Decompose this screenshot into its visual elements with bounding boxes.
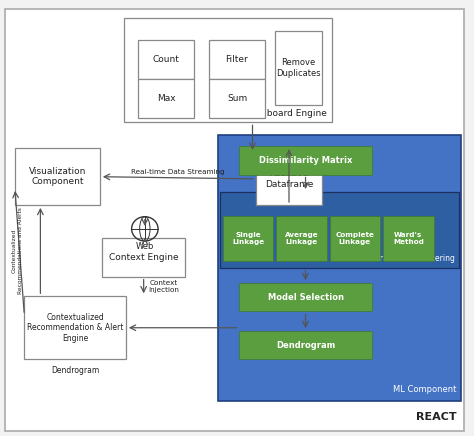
FancyBboxPatch shape — [239, 331, 372, 359]
FancyBboxPatch shape — [5, 10, 464, 431]
Text: Visualization
Component: Visualization Component — [29, 167, 86, 187]
Text: Model Selection: Model Selection — [267, 293, 344, 302]
Text: Complete
Linkage: Complete Linkage — [336, 232, 374, 245]
FancyBboxPatch shape — [220, 192, 459, 268]
FancyBboxPatch shape — [329, 216, 380, 262]
Text: Web: Web — [136, 242, 154, 251]
Text: Reactive
Dataframe: Reactive Dataframe — [265, 169, 313, 189]
Text: Dendrogram: Dendrogram — [51, 366, 99, 375]
FancyBboxPatch shape — [124, 18, 331, 123]
Text: ML Component: ML Component — [393, 385, 457, 394]
FancyBboxPatch shape — [239, 146, 372, 174]
FancyBboxPatch shape — [223, 216, 273, 262]
FancyBboxPatch shape — [138, 79, 194, 118]
Text: Hierarchical Clustering: Hierarchical Clustering — [366, 254, 455, 263]
FancyBboxPatch shape — [256, 153, 322, 205]
Text: Ward's
Method: Ward's Method — [393, 232, 424, 245]
FancyBboxPatch shape — [102, 238, 185, 277]
Text: Context Engine: Context Engine — [109, 252, 179, 262]
Text: REACT: REACT — [416, 412, 457, 422]
FancyBboxPatch shape — [209, 79, 265, 118]
Text: Contextualized
Recommendations and Alerts: Contextualized Recommendations and Alert… — [12, 207, 23, 294]
FancyBboxPatch shape — [276, 216, 327, 262]
Text: Max: Max — [157, 94, 175, 103]
FancyBboxPatch shape — [15, 149, 100, 205]
Text: Filter: Filter — [226, 55, 248, 64]
FancyBboxPatch shape — [275, 31, 322, 105]
FancyBboxPatch shape — [383, 216, 434, 262]
Text: Dashboard Engine: Dashboard Engine — [244, 109, 327, 118]
Text: Remove
Duplicates: Remove Duplicates — [276, 58, 321, 78]
FancyBboxPatch shape — [239, 283, 372, 311]
Text: Average
Linkage: Average Linkage — [285, 232, 319, 245]
Text: Single
Linkage: Single Linkage — [232, 232, 264, 245]
FancyBboxPatch shape — [138, 40, 194, 79]
Text: Sum: Sum — [227, 94, 247, 103]
Text: Contextualized
Recommendation & Alert
Engine: Contextualized Recommendation & Alert En… — [27, 313, 123, 343]
Text: Dissimilarity Matrix: Dissimilarity Matrix — [259, 156, 352, 165]
Text: Real-time Data Streaming: Real-time Data Streaming — [131, 169, 225, 174]
FancyBboxPatch shape — [24, 296, 126, 359]
FancyBboxPatch shape — [218, 136, 462, 401]
FancyBboxPatch shape — [209, 40, 265, 79]
Text: Count: Count — [153, 55, 180, 64]
Text: Dendrogram: Dendrogram — [276, 341, 335, 350]
Text: Context
Injection: Context Injection — [148, 280, 179, 293]
